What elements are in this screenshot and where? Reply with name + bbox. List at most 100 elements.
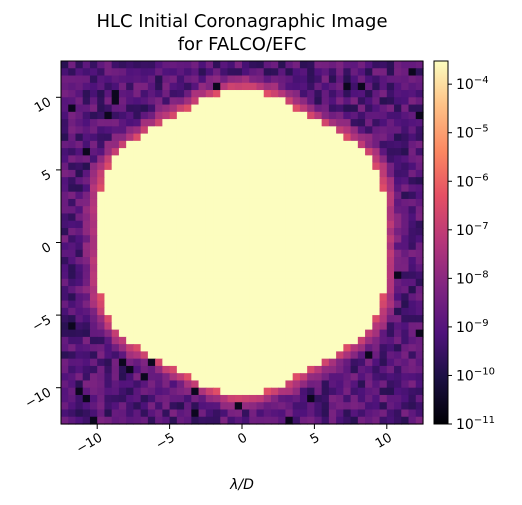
heatmap-cell: [140, 169, 149, 178]
heatmap-cell: [365, 322, 373, 331]
heatmap-cell: [379, 97, 388, 106]
heatmap-cell: [408, 235, 417, 244]
x-tick-label: 0: [235, 430, 250, 447]
heatmap-cell: [89, 315, 98, 323]
heatmap-cell: [357, 206, 366, 215]
heatmap-cell: [350, 111, 359, 120]
heatmap-cell: [147, 111, 156, 120]
heatmap-cell: [263, 344, 272, 352]
heatmap-cell: [328, 75, 337, 84]
heatmap-cell: [111, 249, 120, 258]
heatmap-cell: [256, 416, 265, 425]
heatmap-cell: [270, 380, 279, 389]
heatmap-cell: [350, 82, 359, 91]
heatmap-cell: [118, 227, 127, 236]
heatmap-cell: [162, 104, 171, 113]
heatmap-cell: [213, 300, 221, 309]
heatmap-cell: [234, 271, 243, 280]
heatmap-cell: [61, 75, 69, 84]
heatmap-cell: [140, 162, 149, 171]
heatmap-cell: [176, 373, 185, 382]
heatmap-cell: [386, 104, 395, 113]
heatmap-cell: [191, 257, 200, 265]
heatmap-plot-area: [61, 61, 424, 425]
heatmap-cell: [408, 416, 417, 425]
heatmap-cell: [321, 133, 330, 142]
heatmap-cell: [299, 329, 308, 338]
heatmap-cell: [89, 140, 98, 149]
heatmap-cell: [234, 90, 243, 98]
heatmap-cell: [292, 380, 301, 389]
heatmap-cell: [278, 191, 287, 200]
heatmap-cell: [285, 220, 294, 229]
heatmap-cell: [299, 358, 308, 367]
heatmap-cell: [336, 155, 344, 164]
heatmap-cell: [278, 380, 287, 389]
heatmap-cell: [126, 220, 134, 229]
heatmap-cell: [249, 126, 258, 135]
heatmap-cell: [155, 97, 163, 106]
heatmap-cell: [357, 307, 366, 316]
y-tick-label: −10: [23, 385, 54, 412]
heatmap-cell: [386, 148, 395, 156]
heatmap-cell: [104, 380, 113, 389]
heatmap-cell: [97, 104, 106, 113]
heatmap-cell: [213, 380, 221, 389]
heatmap-cell: [386, 387, 395, 396]
heatmap-cell: [263, 206, 272, 215]
heatmap-cell: [299, 416, 308, 425]
heatmap-cell: [263, 249, 272, 258]
heatmap-cell: [118, 278, 127, 287]
heatmap-cell: [408, 329, 417, 338]
heatmap-cell: [278, 169, 287, 178]
heatmap-cell: [343, 293, 352, 302]
heatmap-cell: [227, 300, 236, 309]
heatmap-cell: [242, 75, 250, 84]
heatmap-cell: [104, 61, 113, 69]
heatmap-cell: [321, 90, 330, 98]
heatmap-cell: [133, 358, 142, 367]
heatmap-cell: [415, 169, 424, 178]
heatmap-cell: [104, 278, 113, 287]
heatmap-cell: [328, 358, 337, 367]
heatmap-cell: [263, 162, 272, 171]
heatmap-cell: [372, 184, 381, 193]
heatmap-cell: [285, 365, 294, 374]
heatmap-cell: [147, 351, 156, 360]
heatmap-cell: [104, 227, 113, 236]
heatmap-cell: [147, 126, 156, 135]
heatmap-cell: [292, 162, 301, 171]
heatmap-cell: [205, 133, 214, 142]
heatmap-cell: [61, 169, 69, 178]
heatmap-cell: [227, 90, 236, 98]
heatmap-cell: [292, 278, 301, 287]
heatmap-cell: [205, 126, 214, 135]
heatmap-cell: [242, 286, 250, 294]
heatmap-cell: [234, 206, 243, 215]
heatmap-cell: [401, 177, 410, 186]
heatmap-cell: [292, 344, 301, 352]
heatmap-cell: [415, 300, 424, 309]
heatmap-cell: [372, 336, 381, 345]
heatmap-cell: [61, 394, 69, 403]
heatmap-cell: [191, 206, 200, 215]
heatmap-cell: [336, 293, 344, 302]
heatmap-cell: [408, 315, 417, 323]
heatmap-cell: [365, 177, 373, 186]
heatmap-cell: [321, 155, 330, 164]
heatmap-cell: [278, 351, 287, 360]
heatmap-cell: [285, 286, 294, 294]
heatmap-cell: [314, 329, 323, 338]
heatmap-cell: [97, 133, 106, 142]
heatmap-cell: [68, 315, 77, 323]
heatmap-cell: [75, 264, 84, 273]
heatmap-cell: [61, 133, 69, 142]
heatmap-cell: [394, 257, 402, 265]
heatmap-cell: [394, 82, 402, 91]
heatmap-cell: [89, 104, 98, 113]
heatmap-cell: [357, 373, 366, 382]
heatmap-cell: [198, 315, 207, 323]
x-tick-label: 5: [308, 430, 323, 447]
heatmap-cell: [299, 278, 308, 287]
heatmap-cell: [401, 358, 410, 367]
